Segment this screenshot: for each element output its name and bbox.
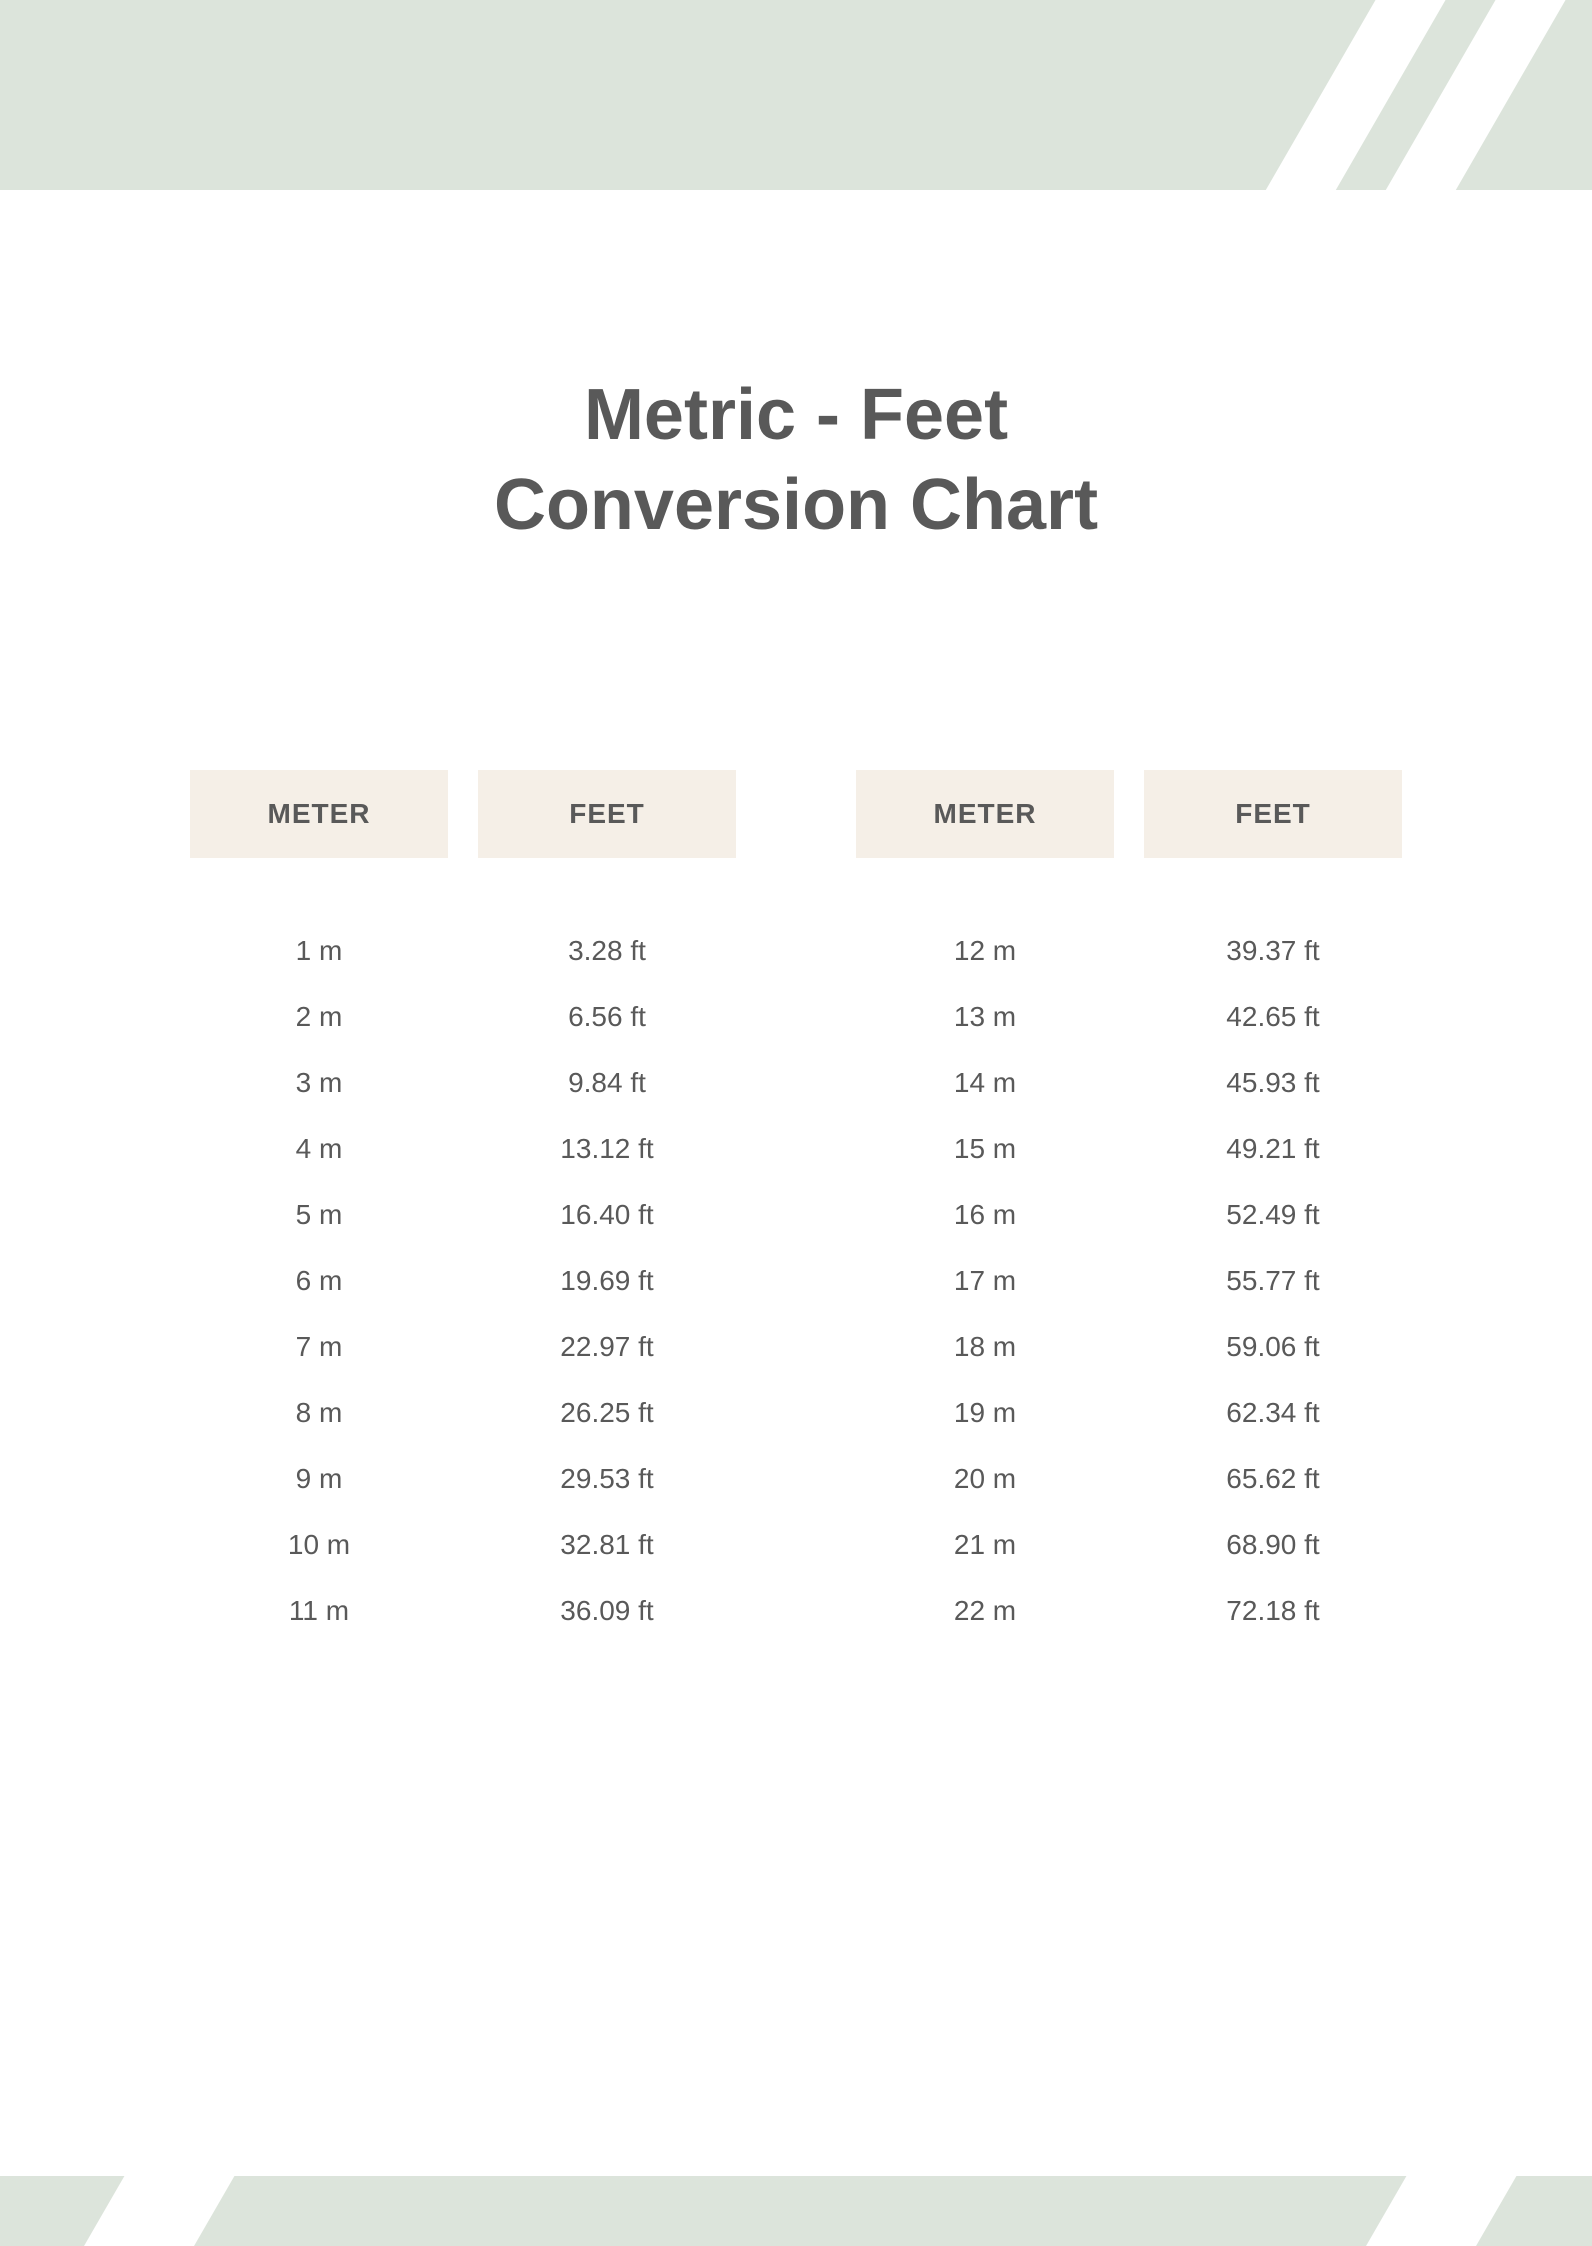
bottom-banner [0,2176,1592,2246]
table-cell: 72.18 ft [1144,1595,1402,1627]
table-cell: 32.81 ft [478,1529,736,1561]
table-cell: 15 m [856,1133,1114,1165]
table-cell: 18 m [856,1331,1114,1363]
column-header-meter: METER [190,770,448,858]
table-row: 18 m 59.06 ft [856,1314,1402,1380]
table-cell: 6 m [190,1265,448,1297]
table-row: 7 m 22.97 ft [190,1314,736,1380]
table-cell: 13 m [856,1001,1114,1033]
table-cell: 55.77 ft [1144,1265,1402,1297]
table-cell: 36.09 ft [478,1595,736,1627]
table-cell: 68.90 ft [1144,1529,1402,1561]
table-row: 5 m 16.40 ft [190,1182,736,1248]
table-cell: 13.12 ft [478,1133,736,1165]
table-header-row: METER FEET [856,770,1402,858]
table-cell: 22.97 ft [478,1331,736,1363]
table-cell: 5 m [190,1199,448,1231]
table-row: 1 m 3.28 ft [190,918,736,984]
table-cell: 21 m [856,1529,1114,1561]
table-cell: 10 m [190,1529,448,1561]
table-cell: 11 m [190,1595,448,1627]
table-cell: 59.06 ft [1144,1331,1402,1363]
table-cell: 45.93 ft [1144,1067,1402,1099]
table-cell: 17 m [856,1265,1114,1297]
table-row: 22 m 72.18 ft [856,1578,1402,1644]
table-cell: 1 m [190,935,448,967]
table-cell: 65.62 ft [1144,1463,1402,1495]
table-cell: 20 m [856,1463,1114,1495]
table-row: 21 m 68.90 ft [856,1512,1402,1578]
table-cell: 14 m [856,1067,1114,1099]
title-line-1: Metric - Feet [584,375,1008,455]
table-cell: 9.84 ft [478,1067,736,1099]
table-row: 4 m 13.12 ft [190,1116,736,1182]
table-cell: 6.56 ft [478,1001,736,1033]
table-row: 19 m 62.34 ft [856,1380,1402,1446]
table-cell: 42.65 ft [1144,1001,1402,1033]
table-cell: 7 m [190,1331,448,1363]
table-cell: 12 m [856,935,1114,967]
table-row: 11 m 36.09 ft [190,1578,736,1644]
table-row: 3 m 9.84 ft [190,1050,736,1116]
table-cell: 26.25 ft [478,1397,736,1429]
table-body-left: 1 m 3.28 ft 2 m 6.56 ft 3 m 9.84 ft 4 m 13.12 f… [190,918,736,1644]
table-cell: 16 m [856,1199,1114,1231]
column-header-meter: METER [856,770,1114,858]
conversion-tables: METER FEET 1 m 3.28 ft 2 m 6.56 ft 3 m 9.84 f… [190,770,1402,1644]
table-right: METER FEET 12 m 39.37 ft 13 m 42.65 ft 14 m 4… [856,770,1402,1644]
table-cell: 4 m [190,1133,448,1165]
table-cell: 3.28 ft [478,935,736,967]
table-cell: 39.37 ft [1144,935,1402,967]
table-row: 14 m 45.93 ft [856,1050,1402,1116]
table-body-right: 12 m 39.37 ft 13 m 42.65 ft 14 m 45.93 ft 15 m… [856,918,1402,1644]
table-row: 12 m 39.37 ft [856,918,1402,984]
table-cell: 62.34 ft [1144,1397,1402,1429]
table-cell: 2 m [190,1001,448,1033]
table-cell: 52.49 ft [1144,1199,1402,1231]
table-cell: 22 m [856,1595,1114,1627]
table-cell: 29.53 ft [478,1463,736,1495]
table-cell: 16.40 ft [478,1199,736,1231]
table-row: 20 m 65.62 ft [856,1446,1402,1512]
table-row: 16 m 52.49 ft [856,1182,1402,1248]
banner-cut-decoration [1360,2176,1534,2246]
table-row: 8 m 26.25 ft [190,1380,736,1446]
table-row: 10 m 32.81 ft [190,1512,736,1578]
table-left: METER FEET 1 m 3.28 ft 2 m 6.56 ft 3 m 9.84 f… [190,770,736,1644]
page-title: Metric - Feet Conversion Chart [0,370,1592,550]
table-row: 17 m 55.77 ft [856,1248,1402,1314]
column-header-feet: FEET [1144,770,1402,858]
table-header-row: METER FEET [190,770,736,858]
table-row: 15 m 49.21 ft [856,1116,1402,1182]
column-header-feet: FEET [478,770,736,858]
banner-cut-decoration [78,2176,252,2246]
table-row: 9 m 29.53 ft [190,1446,736,1512]
table-cell: 3 m [190,1067,448,1099]
table-cell: 8 m [190,1397,448,1429]
table-cell: 19 m [856,1397,1114,1429]
table-row: 13 m 42.65 ft [856,984,1402,1050]
table-cell: 9 m [190,1463,448,1495]
title-line-2: Conversion Chart [494,465,1098,545]
table-row: 2 m 6.56 ft [190,984,736,1050]
top-banner [0,0,1592,190]
table-cell: 49.21 ft [1144,1133,1402,1165]
table-row: 6 m 19.69 ft [190,1248,736,1314]
table-cell: 19.69 ft [478,1265,736,1297]
